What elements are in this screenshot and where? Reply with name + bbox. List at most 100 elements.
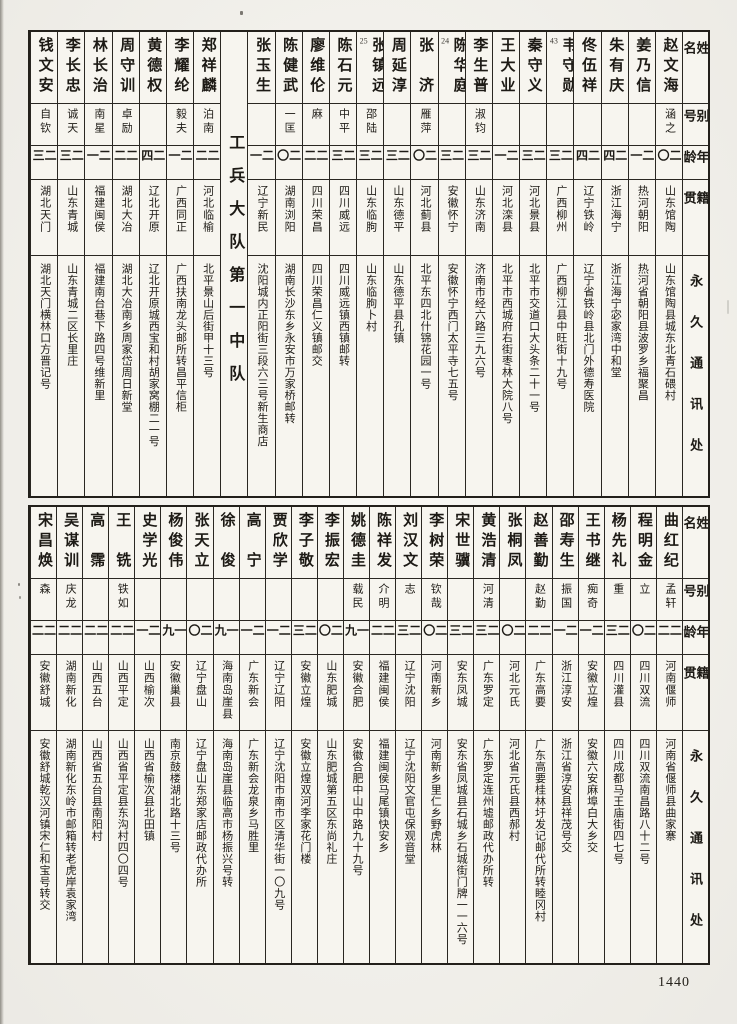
alias-cell (248, 104, 275, 146)
alias-cell: 重 (604, 579, 630, 621)
age-cell: 二一 (628, 146, 655, 180)
person-name: 吴谋训 (62, 512, 79, 572)
alias-cell: 中平 (329, 104, 357, 146)
address-cell: 四川荣昌仁义镇邮交 (303, 256, 329, 496)
person-name: 张桐凤 (505, 512, 522, 572)
native-place-cell: 河北临榆 (194, 180, 221, 256)
name-cell: 周延淳 (384, 32, 411, 104)
age-cell: 二一 (265, 621, 291, 655)
name-cell: 贾欣学 (265, 507, 291, 579)
name-cell: 宋世骥 (448, 507, 474, 579)
alias-cell: 自钦 (31, 104, 58, 146)
person-column: 张桐凤 二〇 河北元氏 河北省元氏县西郝村 (499, 507, 526, 963)
person-native-place: 山东临朐 (364, 185, 377, 233)
age-cell: 二一 (135, 621, 161, 655)
alias-cell: 麻 (302, 104, 329, 146)
person-alias: 孟轩 (663, 583, 676, 611)
address-cell: 北平东四北什锦花园一号 (411, 256, 437, 496)
person-name: 杨俊伟 (166, 512, 183, 572)
person-address: 济南市经六路三九六号 (473, 263, 486, 378)
person-native-place: 山东青城 (65, 185, 78, 233)
age-cell: 二三 (291, 621, 317, 655)
person-alias: 自钦 (38, 108, 51, 136)
person-address: 浙江海宁宓家湾中和堂 (609, 263, 622, 378)
age-cell: 二二 (57, 621, 83, 655)
person-name: 廖维伦 (308, 37, 325, 97)
address-cell: 广西扶南龙头邮所转昌平信柜 (167, 256, 193, 496)
person-address: 湖南长沙东乡永安市万家桥邮转 (283, 263, 296, 424)
person-alias: 卓励 (120, 108, 133, 136)
age-cell: 二二 (370, 621, 396, 655)
name-cell: 佟伍祥 (574, 32, 601, 104)
person-age: 二三 (604, 624, 630, 640)
col-header-age: 年龄 (683, 150, 709, 165)
age-cell: 二二 (31, 621, 57, 655)
person-age: 二三 (448, 624, 474, 640)
person-age: 二三 (396, 624, 422, 640)
address-cell: 北平市西城府右街枣林大院八号 (493, 256, 519, 496)
native-place-cell: 浙江海宁 (601, 180, 628, 256)
age-cell: 二一 (552, 621, 578, 655)
name-cell: 姜乃信 (628, 32, 655, 104)
native-place-cell: 辽宁辽阳 (265, 655, 291, 731)
person-address: 山东馆陶县城东北青石碨村 (663, 263, 676, 401)
person-age: 二一 (628, 149, 655, 165)
person-address: 山东德平县孔镇 (391, 263, 404, 344)
name-cell: 王 铣 (109, 507, 135, 579)
person-name: 周守训 (118, 37, 135, 97)
person-column: 钱文安 自钦 二三 湖北天门 湖北天门横林口方晋记号 (30, 32, 58, 496)
person-column: 张镇远25 邵陆 二三 山东临朐 山东临朐卜村 (356, 32, 384, 496)
alias-cell: 邵陆 (357, 104, 384, 146)
person-column: 李树荣 钦哉 二〇 河南新乡 河南新乡里仁乡野虎林 (421, 507, 448, 963)
name-cell: 廖维伦 (302, 32, 329, 104)
person-native-place: 河南偃师 (663, 660, 676, 708)
header-native-cell: 籍贯 (682, 655, 708, 731)
age-cell: 二二 (109, 621, 135, 655)
col-header-name: 姓名 (683, 41, 709, 74)
person-column: 陈祥发 介明 二二 福建闽侯 福建闽侯马尾镇快安乡 (369, 507, 396, 963)
native-place-cell: 河北元氏 (500, 655, 526, 731)
address-cell: 安东省凤城县石城乡石城街门牌一一六号 (448, 731, 473, 963)
person-column: 王 铣 铁如 二二 山西平定 山西省平定县东沟村四〇四号 (108, 507, 135, 963)
person-alias: 钦哉 (429, 583, 442, 611)
person-column: 张 济 雁萍 二〇 河北蓟县 北平东四北什锦花园一号 (410, 32, 438, 496)
person-name: 周延淳 (389, 37, 406, 97)
alias-cell (239, 579, 265, 621)
address-cell: 山东馆陶县城东北青石碨村 (656, 256, 682, 496)
name-cell: 钱文安 (31, 32, 58, 104)
person-age: 二三 (474, 624, 500, 640)
alias-cell (448, 579, 474, 621)
address-cell: 广东罗定连州墟邮政代办所转 (474, 731, 499, 963)
age-cell: 二三 (547, 146, 574, 180)
name-cell: 秦守义 (520, 32, 547, 104)
person-name: 张玉生 (253, 37, 270, 97)
native-place-cell: 山东馆陶 (655, 180, 683, 256)
age-cell: 二三 (520, 146, 547, 180)
person-alias: 诚天 (65, 108, 78, 136)
age-cell: 二一 (248, 146, 275, 180)
native-place-cell: 安徽立煌 (291, 655, 317, 731)
person-alias: 赵勤 (533, 583, 546, 611)
alias-cell (492, 104, 520, 146)
alias-cell: 一匡 (275, 104, 302, 146)
person-note: 25 (359, 37, 368, 45)
alias-cell (628, 104, 655, 146)
person-name: 高 宁 (244, 512, 261, 572)
person-name: 宋昌焕 (36, 512, 53, 572)
person-native-place: 广东高要 (533, 660, 546, 708)
person-native-place: 福建闽侯 (377, 660, 390, 708)
alias-cell: 雁萍 (411, 104, 438, 146)
alias-cell (161, 579, 187, 621)
native-place-cell: 山东肥城 (317, 655, 343, 731)
col-header-address: 永久通讯处 (687, 749, 703, 954)
header-column: 姓名 别号 年龄 籍贯 永久通讯处 (682, 32, 709, 496)
person-name: 黄德权 (145, 37, 162, 97)
native-place-cell: 山东济南 (465, 180, 492, 256)
address-cell: 广东高要桂林圩发记邮代所转睦冈村 (526, 731, 551, 963)
person-age: 二四 (601, 149, 628, 165)
name-cell: 张天立 (187, 507, 213, 579)
person-native-place: 辽宁沈阳 (403, 660, 416, 708)
person-column: 陈健武 一匡 二〇 湖南浏阳 湖南长沙东乡永安市万家桥邮转 (274, 32, 302, 496)
header-alias-cell: 别号 (683, 104, 709, 146)
native-place-cell: 广东高要 (526, 655, 552, 731)
